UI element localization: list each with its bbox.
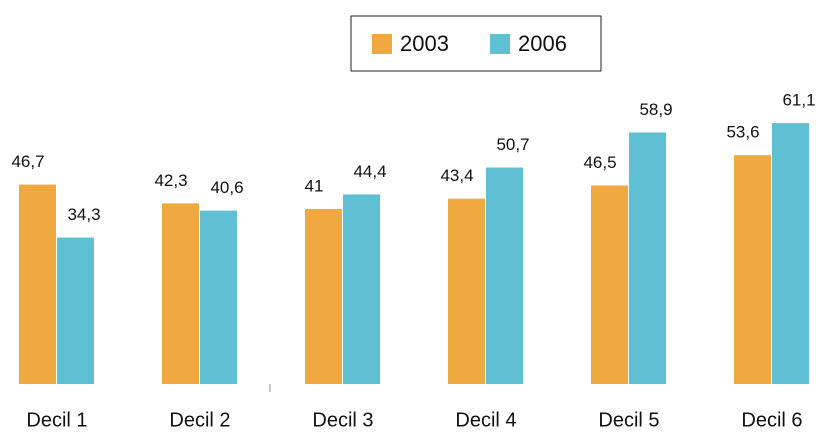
- value-label: 46,7: [11, 152, 44, 171]
- value-label: 46,5: [583, 153, 616, 172]
- x-tick-label: Decil 4: [455, 409, 516, 431]
- value-label: 40,6: [210, 178, 243, 197]
- bar: [486, 167, 523, 384]
- x-tick-label: Decil 6: [741, 409, 802, 431]
- bar: [629, 132, 666, 384]
- bar: [343, 194, 380, 384]
- legend-swatch: [372, 34, 392, 54]
- bar: [200, 210, 237, 384]
- legend-box: [350, 15, 602, 72]
- value-label: 44,4: [353, 162, 386, 181]
- bar: [162, 203, 199, 384]
- value-label: 41: [305, 176, 324, 195]
- value-label: 50,7: [496, 135, 529, 154]
- bar: [591, 185, 628, 384]
- legend-swatch: [490, 34, 510, 54]
- bar: [772, 123, 809, 384]
- bar: [734, 155, 771, 384]
- value-label: 42,3: [154, 171, 187, 190]
- bar: [19, 184, 56, 384]
- value-label: 53,6: [726, 123, 759, 142]
- bar: [305, 208, 342, 384]
- x-tick-label: Decil 2: [169, 409, 230, 431]
- value-label: 34,3: [67, 205, 100, 224]
- value-label: 58,9: [639, 100, 672, 119]
- bar: [448, 198, 485, 384]
- x-tick-label: Decil 3: [312, 409, 373, 431]
- value-label: 43,4: [440, 166, 473, 185]
- legend-label: 2006: [518, 31, 567, 56]
- x-tick-label: Decil 1: [26, 409, 87, 431]
- legend-label: 2003: [400, 31, 449, 56]
- x-tick-label: Decil 5: [598, 409, 659, 431]
- value-label: 61,1: [782, 91, 815, 110]
- bar: [57, 237, 94, 384]
